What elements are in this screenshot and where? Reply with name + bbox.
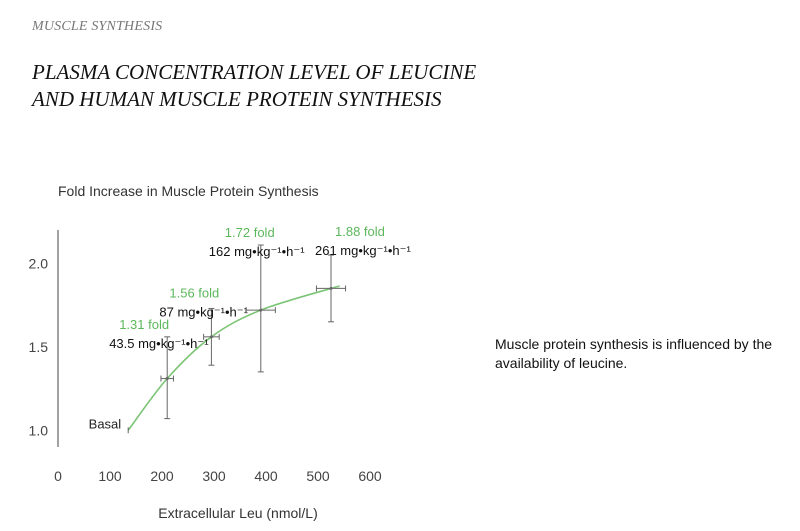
x-tick-label: 400 <box>254 468 278 484</box>
x-tick-label: 500 <box>306 468 330 484</box>
x-tick-label: 300 <box>202 468 226 484</box>
dose-label: 162 mg•kg⁻¹•h⁻¹ <box>209 244 305 259</box>
x-tick-label: 600 <box>358 468 382 484</box>
dose-label: 43.5 mg•kg⁻¹•h⁻¹ <box>109 336 209 351</box>
data-point <box>329 286 333 290</box>
y-axis-title: Fold Increase in Muscle Protein Synthesi… <box>58 183 319 199</box>
x-tick-label: 200 <box>150 468 174 484</box>
y-tick-label: 1.5 <box>29 339 49 355</box>
data-point <box>165 377 169 381</box>
page-title-line-1: PLASMA CONCENTRATION LEVEL OF LEUCINE <box>32 60 477 84</box>
chart-axes: Fold Increase in Muscle Protein Synthesi… <box>29 183 382 521</box>
leucine-synthesis-chart: Fold Increase in Muscle Protein Synthesi… <box>29 183 412 521</box>
chart-container: Fold Increase in Muscle Protein Synthesi… <box>0 170 470 531</box>
dose-label: 87 mg•kg⁻¹•h⁻¹ <box>159 304 248 319</box>
fold-label: 1.56 fold <box>169 285 219 300</box>
page-title-line-2: AND HUMAN MUSCLE PROTEIN SYNTHESIS <box>32 87 442 111</box>
x-axis-title: Extracellular Leu (nmol/L) <box>158 505 318 521</box>
page-title: PLASMA CONCENTRATION LEVEL OF LEUCINE AN… <box>32 59 652 113</box>
fold-label: 1.72 fold <box>225 225 275 240</box>
y-tick-label: 2.0 <box>29 255 49 271</box>
y-tick-label: 1.0 <box>29 422 49 438</box>
chart-marks: Basal 1.31 fold 43.5 mg•kg⁻¹•h⁻¹ 1.56 fold 8… <box>89 224 411 434</box>
fold-label: 1.31 fold <box>119 317 169 332</box>
data-point <box>259 308 263 312</box>
side-note: Muscle protein synthesis is influenced b… <box>495 336 773 371</box>
section-kicker: MUSCLE SYNTHESIS <box>32 19 163 34</box>
x-tick-label: 0 <box>54 468 62 484</box>
basal-label: Basal <box>89 416 122 431</box>
dose-label: 261 mg•kg⁻¹•h⁻¹ <box>315 243 411 258</box>
x-tick-label: 100 <box>98 468 122 484</box>
data-point <box>209 335 213 339</box>
fold-label: 1.88 fold <box>335 224 385 239</box>
